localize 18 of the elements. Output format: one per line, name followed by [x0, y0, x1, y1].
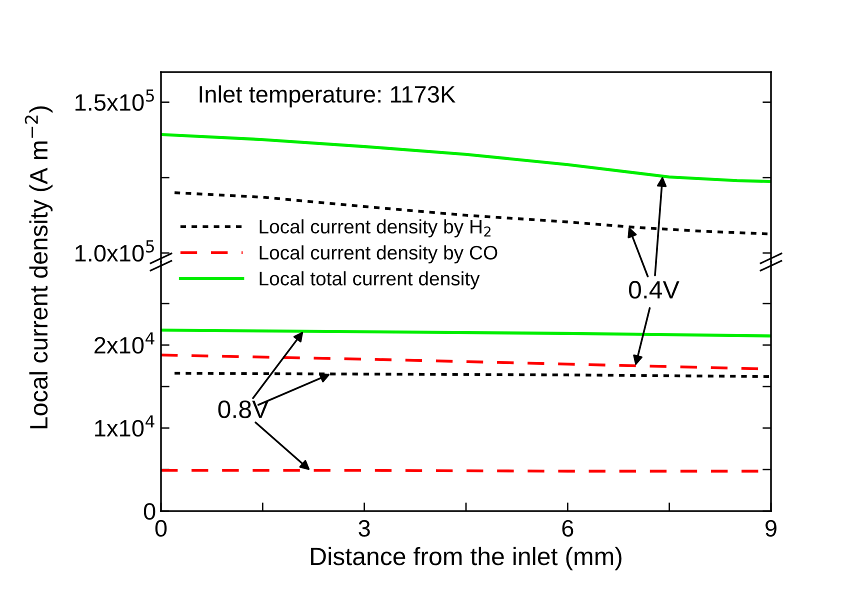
annotation: Inlet temperature: 1173K: [200, 85, 456, 108]
y-tick-label: 1x10$^{4}$: [95, 415, 154, 437]
legend-label: Local current density by H$_{2}$: [260, 219, 491, 238]
y-tick-label: 2x10$^{4}$: [94, 332, 154, 354]
x-tick-label: 6: [562, 520, 574, 537]
y-tick-label: 0: [144, 503, 156, 520]
legend-label: Local total current density: [260, 271, 480, 290]
y-axis-title: Local current density (A m$^{−2}$): [24, 106, 53, 428]
x-tick-label: 9: [766, 520, 776, 537]
x-axis-title: Distance from the inlet (mm): [311, 546, 622, 570]
y-tick-label: 1.5x10$^{5}$: [76, 90, 154, 111]
annotation: 0.8V: [218, 400, 269, 418]
line-series: [161, 132, 771, 184]
annotation: 0.4V: [629, 280, 680, 299]
x-tick-label: 0: [155, 520, 167, 537]
x-tick-label: 3: [358, 520, 370, 537]
legend-label: Local current density by CO: [260, 245, 498, 264]
y-tick-label: 1.0x10$^{5}$: [76, 240, 154, 262]
